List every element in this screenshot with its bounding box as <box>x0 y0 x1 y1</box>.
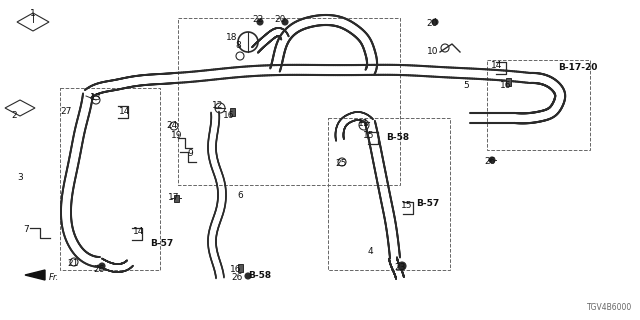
Text: B-58: B-58 <box>386 133 409 142</box>
Text: 14: 14 <box>133 228 145 236</box>
Circle shape <box>257 19 263 25</box>
Polygon shape <box>25 270 45 280</box>
Text: 14: 14 <box>492 61 502 70</box>
Text: 17: 17 <box>168 193 180 202</box>
Bar <box>60 88 160 270</box>
Circle shape <box>99 263 105 269</box>
Text: 1: 1 <box>30 10 36 19</box>
Text: 14: 14 <box>119 107 131 116</box>
Text: 13: 13 <box>90 93 102 102</box>
Circle shape <box>282 19 288 25</box>
Text: B-57: B-57 <box>150 239 173 249</box>
Text: 22: 22 <box>252 15 264 25</box>
Text: 26: 26 <box>93 266 105 275</box>
Bar <box>487 60 590 150</box>
Text: 7: 7 <box>23 226 29 235</box>
Bar <box>230 108 234 116</box>
Text: 4: 4 <box>367 247 373 257</box>
Text: 8: 8 <box>235 42 241 51</box>
Text: 18: 18 <box>227 34 237 43</box>
Bar <box>178 18 400 185</box>
Text: B-17-20: B-17-20 <box>558 63 597 73</box>
Text: 3: 3 <box>17 173 23 182</box>
Text: 12: 12 <box>212 100 224 109</box>
Text: 20: 20 <box>426 20 438 28</box>
Text: 11: 11 <box>358 118 370 127</box>
Text: 27: 27 <box>60 108 72 116</box>
Text: 9: 9 <box>187 148 193 157</box>
Text: B-57: B-57 <box>416 198 439 207</box>
Circle shape <box>432 19 438 25</box>
Text: 21: 21 <box>67 260 79 268</box>
Bar <box>328 118 450 270</box>
Text: 15: 15 <box>401 202 413 211</box>
Text: 23: 23 <box>394 263 406 273</box>
Text: TGV4B6000: TGV4B6000 <box>587 303 632 312</box>
Text: 26: 26 <box>231 274 243 283</box>
Text: 24: 24 <box>166 121 178 130</box>
Circle shape <box>398 262 406 270</box>
Text: 25: 25 <box>335 158 347 167</box>
Text: Fr.: Fr. <box>49 273 60 282</box>
Circle shape <box>489 157 495 163</box>
Text: B-58: B-58 <box>248 270 271 279</box>
Text: 19: 19 <box>172 131 183 140</box>
Text: 6: 6 <box>237 190 243 199</box>
Text: 16: 16 <box>230 266 242 275</box>
Text: 20: 20 <box>275 15 285 25</box>
Bar <box>237 264 243 272</box>
Text: 2: 2 <box>11 110 17 119</box>
Text: 10: 10 <box>428 47 439 57</box>
Bar <box>506 78 511 86</box>
Text: 15: 15 <box>364 132 375 140</box>
Text: 26: 26 <box>484 157 496 166</box>
Text: 16: 16 <box>500 81 512 90</box>
Text: 5: 5 <box>463 81 469 90</box>
Circle shape <box>245 273 251 279</box>
Bar <box>173 195 179 202</box>
Text: 16: 16 <box>223 111 235 121</box>
